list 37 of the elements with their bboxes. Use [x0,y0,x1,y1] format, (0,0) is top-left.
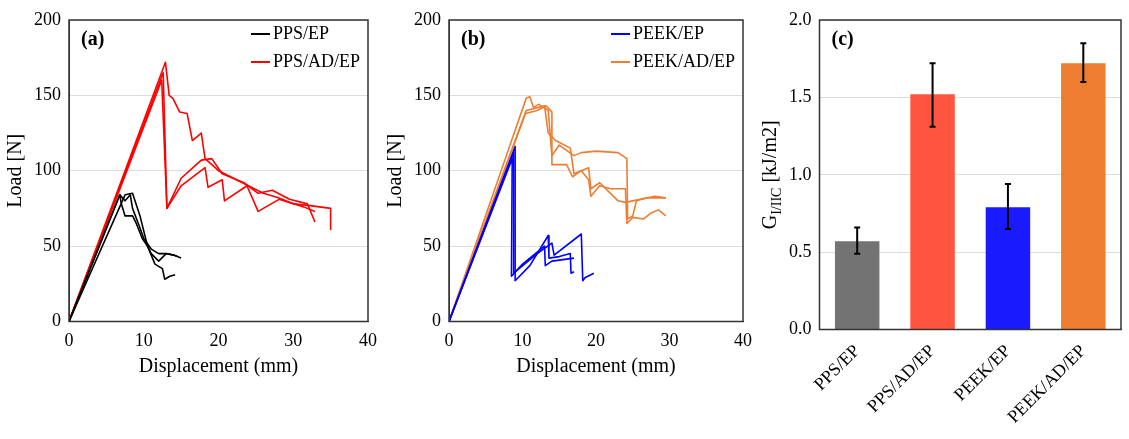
y-tick-label: 1.5 [789,86,812,107]
legend-label: PEEK/EP [632,22,705,43]
annotation: (a) [81,27,105,51]
y-tick-label: 1.0 [789,163,812,184]
annotation: (c) [831,27,854,51]
x-tick-label: 20 [587,329,605,350]
y-tick-label: 0.5 [789,240,812,261]
y-axis-title: Load [N] [383,133,406,208]
y-tick-label: 50 [423,234,441,255]
x-tick-label: 40 [734,329,752,350]
annotation: (b) [461,27,486,51]
x-tick-label: 30 [284,329,303,350]
y-tick-label: 0.0 [789,318,812,339]
x-tick-label: 0 [64,329,74,350]
x-tick-label: 40 [359,329,377,350]
y-axis-title: Load [N] [3,133,26,208]
x-tick-label: 20 [209,329,228,350]
x-axis-title: Displacement (mm) [516,354,676,378]
legend-label: PPS/AD/EP [272,50,361,71]
y-tick-label: 0 [432,310,441,331]
y-tick-label: 2.0 [789,8,812,29]
y-tick-label: 100 [34,159,61,180]
legend-label: PEEK/AD/EP [632,50,736,71]
y-tick-label: 200 [414,8,441,29]
legend-label: PPS/EP [272,22,330,43]
y-tick-label: 50 [43,234,61,255]
y-tick-label: 150 [34,84,61,105]
x-tick-label: 30 [660,329,679,350]
x-tick-label: 10 [513,329,532,350]
x-tick-label: 10 [134,329,153,350]
y-axis-title: GI/IIC [kJ/m2] [758,120,784,230]
y-tick-label: 200 [34,8,61,29]
y-tick-label: 100 [414,159,441,180]
y-tick-label: 0 [52,310,61,331]
x-axis-title: Displacement (mm) [138,354,299,378]
x-tick-label: 0 [444,329,454,350]
y-tick-label: 150 [414,84,441,105]
